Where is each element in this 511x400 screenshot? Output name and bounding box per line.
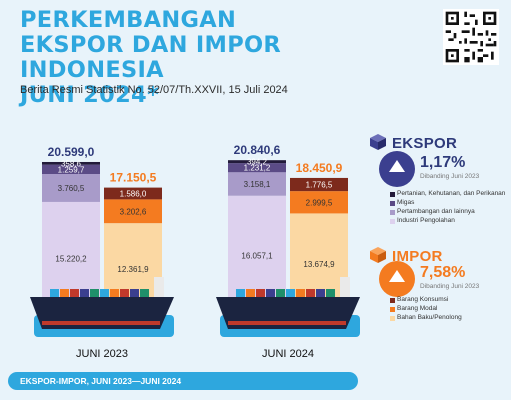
ekspor-segment-label: 3.158,1 bbox=[244, 180, 271, 189]
impor-note: Dibanding Juni 2023 bbox=[420, 283, 480, 290]
ship-container bbox=[100, 289, 109, 297]
title-line-2: EKSPOR DAN IMPOR INDONESIA bbox=[20, 32, 282, 83]
impor-legend-label: Barang Konsumsi bbox=[397, 296, 449, 303]
ekspor-legend-label: Migas bbox=[397, 199, 415, 206]
impor-segment-label: 12.361,9 bbox=[117, 265, 149, 274]
ship-container bbox=[140, 289, 149, 297]
ship-container bbox=[286, 289, 295, 297]
ship-container bbox=[130, 289, 139, 297]
ship-bridge bbox=[154, 277, 164, 297]
ship-container bbox=[326, 289, 335, 297]
ekspor-legend-label: Industri Pengolahan bbox=[397, 217, 455, 224]
subtitle: Berita Resmi Statistik No. 52/07/Th.XXVI… bbox=[20, 84, 288, 96]
ekspor-up-circle-icon bbox=[379, 151, 415, 187]
ekspor-total-label: 20.599,0 bbox=[48, 145, 95, 159]
ekspor-note: Dibanding Juni 2023 bbox=[420, 173, 480, 180]
impor-segment-label: 1.776,5 bbox=[306, 181, 333, 190]
ekspor-bar-segment bbox=[42, 161, 100, 165]
impor-heading: IMPOR bbox=[392, 248, 443, 265]
impor-up-circle-icon bbox=[379, 261, 415, 297]
ship-container bbox=[90, 289, 99, 297]
ekspor-legend-label: Pertanian, Kehutanan, dan Perikanan bbox=[397, 190, 506, 197]
ship-container bbox=[70, 289, 79, 297]
ekspor-segment-label: 1.259,7 bbox=[58, 165, 85, 174]
qr-code-icon[interactable] bbox=[443, 9, 499, 65]
title-line-3: JUNI 2024* bbox=[20, 82, 160, 108]
ship-container bbox=[246, 289, 255, 297]
impor-legend-swatch bbox=[390, 298, 395, 303]
ekspor-legend-label: Pertambangan dan lainnya bbox=[397, 208, 475, 215]
category-label: JUNI 2024 bbox=[262, 348, 314, 360]
ekspor-legend-swatch bbox=[390, 192, 395, 197]
ekspor-heading: EKSPOR bbox=[392, 135, 458, 152]
impor-segment-label: 1.586,0 bbox=[120, 189, 147, 198]
ship-container bbox=[266, 289, 275, 297]
impor-bar-segment bbox=[104, 187, 162, 200]
ekspor-bar-segment bbox=[228, 163, 286, 173]
page-title: PERKEMBANGAN EKSPOR DAN IMPOR INDONESIA … bbox=[20, 8, 420, 108]
ekspor-cube-icon bbox=[369, 133, 387, 156]
ship-container bbox=[60, 289, 69, 297]
ship-container bbox=[236, 289, 245, 297]
ekspor-segment-label: 3.760,5 bbox=[58, 184, 85, 193]
ekspor-legend-swatch bbox=[390, 219, 395, 224]
impor-segment-label: 3.202,6 bbox=[120, 207, 147, 216]
ship-bridge bbox=[340, 277, 350, 297]
impor-segment-label: 2.999,5 bbox=[306, 198, 333, 207]
ekspor-bar-segment bbox=[42, 174, 100, 202]
impor-legend-label: Bahan Baku/Penolong bbox=[397, 314, 462, 321]
ship-container bbox=[50, 289, 59, 297]
ship-container bbox=[276, 289, 285, 297]
impor-bar-segment bbox=[104, 199, 162, 224]
ekspor-legend-swatch bbox=[390, 210, 395, 215]
ekspor-segment-label: 358,6 bbox=[61, 159, 82, 168]
ekspor-segment-label: 15.220,2 bbox=[55, 254, 87, 263]
ship-container bbox=[120, 289, 129, 297]
impor-legend-swatch bbox=[390, 307, 395, 312]
ship-container bbox=[110, 289, 119, 297]
ship-container bbox=[256, 289, 265, 297]
ship-stripe bbox=[42, 321, 160, 325]
ekspor-change: 1,17% bbox=[420, 154, 466, 171]
ship-stripe bbox=[228, 321, 346, 325]
impor-cube-icon bbox=[369, 246, 387, 269]
impor-bar-segment bbox=[290, 191, 348, 214]
impor-segment-label: 13.674,9 bbox=[303, 260, 335, 269]
footer-text: EKSPOR-IMPOR, JUNI 2023—JUNI 2024 bbox=[20, 376, 182, 386]
ship-container bbox=[80, 289, 89, 297]
impor-total-label: 18.450,9 bbox=[296, 161, 343, 175]
ekspor-segment-label: 394,2 bbox=[247, 158, 268, 167]
impor-legend-label: Barang Modal bbox=[397, 305, 438, 312]
ekspor-total-label: 20.840,6 bbox=[234, 143, 281, 157]
impor-legend-swatch bbox=[390, 316, 395, 321]
ship-container bbox=[316, 289, 325, 297]
ekspor-legend-swatch bbox=[390, 201, 395, 206]
ekspor-bar-segment bbox=[228, 160, 286, 164]
ekspor-segment-label: 16.057,1 bbox=[241, 251, 273, 260]
footer-pill bbox=[8, 372, 358, 390]
title-line-1: PERKEMBANGAN bbox=[20, 7, 237, 33]
impor-total-label: 17.150,5 bbox=[110, 171, 157, 185]
ekspor-bar-segment bbox=[228, 172, 286, 196]
ekspor-bar-segment bbox=[42, 164, 100, 175]
ship-container bbox=[296, 289, 305, 297]
impor-bar-segment bbox=[290, 177, 348, 192]
impor-change: 7,58% bbox=[420, 264, 466, 281]
category-label: JUNI 2023 bbox=[76, 348, 128, 360]
ekspor-segment-label: 1.231,2 bbox=[244, 164, 271, 173]
ship-container bbox=[306, 289, 315, 297]
